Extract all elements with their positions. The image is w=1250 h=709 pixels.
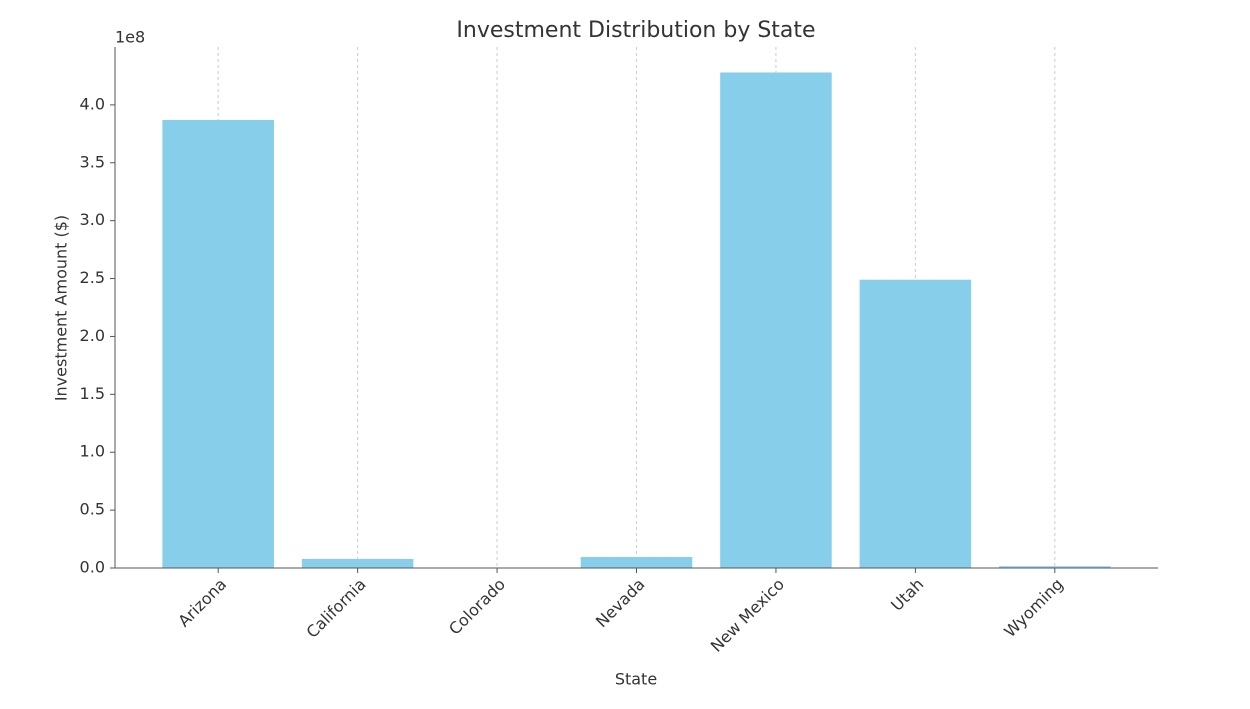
y-tick-label: 3.0 [80,210,105,229]
bar [999,566,1111,568]
x-axis-label: State [615,670,657,689]
y-tick-label: 4.0 [80,94,105,113]
bar [859,279,972,568]
y-tick-label: 2.0 [80,326,105,345]
y-tick-label: 0.0 [80,558,105,577]
y-axis-label: Investment Amount ($) [52,215,71,401]
y-tick-label: 3.5 [80,152,105,171]
bar [162,119,274,568]
y-tick-label: 1.0 [80,442,105,461]
y-tick-label: 1.5 [80,384,105,403]
bar [301,558,414,568]
bar [580,557,693,568]
bar [720,72,832,569]
chart-title: Investment Distribution by State [456,18,815,43]
y-offset-label: 1e8 [115,28,145,47]
y-tick-label: 2.5 [80,268,105,287]
y-tick-label: 0.5 [80,500,105,519]
